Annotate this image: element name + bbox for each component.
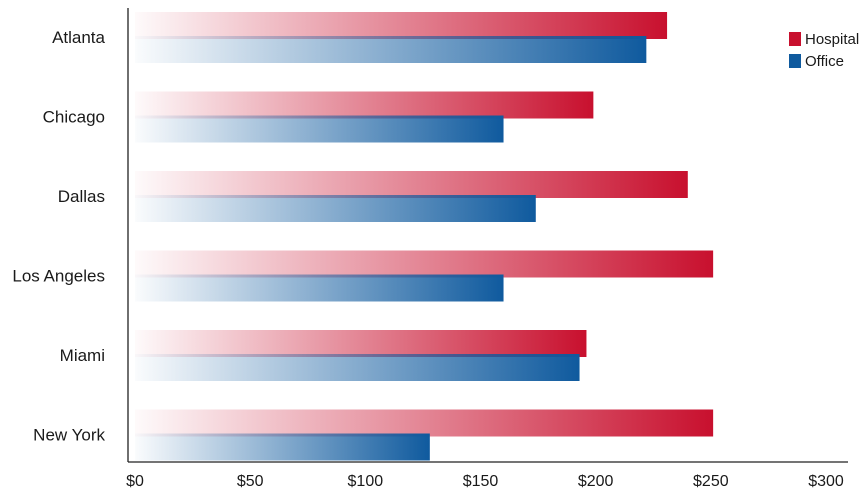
legend-label-hospital: Hospital (805, 31, 859, 48)
bars-layer (135, 12, 714, 461)
category-label-new-york: New York (33, 426, 105, 445)
bar-hospital-los-angeles (135, 250, 714, 278)
x-tick-label: $250 (693, 473, 729, 489)
x-tick-label: $50 (237, 473, 264, 489)
bar-hospital-dallas (135, 171, 688, 198)
bar-office-atlanta (135, 36, 647, 63)
category-label-los-angeles: Los Angeles (12, 267, 105, 286)
bar-hospital-miami (135, 330, 587, 357)
bar-office-new-york (135, 433, 430, 461)
category-label-dallas: Dallas (58, 187, 105, 206)
x-tick-label: $300 (808, 473, 844, 489)
bar-hospital-atlanta (135, 12, 668, 39)
x-tick-label: $150 (463, 473, 499, 489)
axes: $0 $50 $100 $150 $200 $250 $300 (126, 8, 848, 490)
x-tick-label: $0 (126, 473, 144, 489)
legend-swatch-hospital (789, 32, 801, 46)
bar-office-chicago (135, 115, 504, 143)
category-label-atlanta: Atlanta (52, 28, 105, 47)
bar-office-los-angeles (135, 274, 504, 302)
legend: Hospital Office (789, 31, 859, 70)
bar-hospital-new-york (135, 409, 714, 437)
bar-hospital-chicago (135, 91, 594, 119)
category-labels: Atlanta Chicago Dallas Los Angeles Miami New … (12, 28, 105, 445)
category-label-miami: Miami (60, 346, 105, 365)
legend-label-office: Office (805, 53, 844, 70)
bar-office-miami (135, 354, 580, 381)
legend-swatch-office (789, 54, 801, 68)
x-tick-label: $100 (348, 473, 384, 489)
bar-office-dallas (135, 195, 536, 222)
x-tick-label: $200 (578, 473, 614, 489)
category-label-chicago: Chicago (43, 108, 105, 127)
